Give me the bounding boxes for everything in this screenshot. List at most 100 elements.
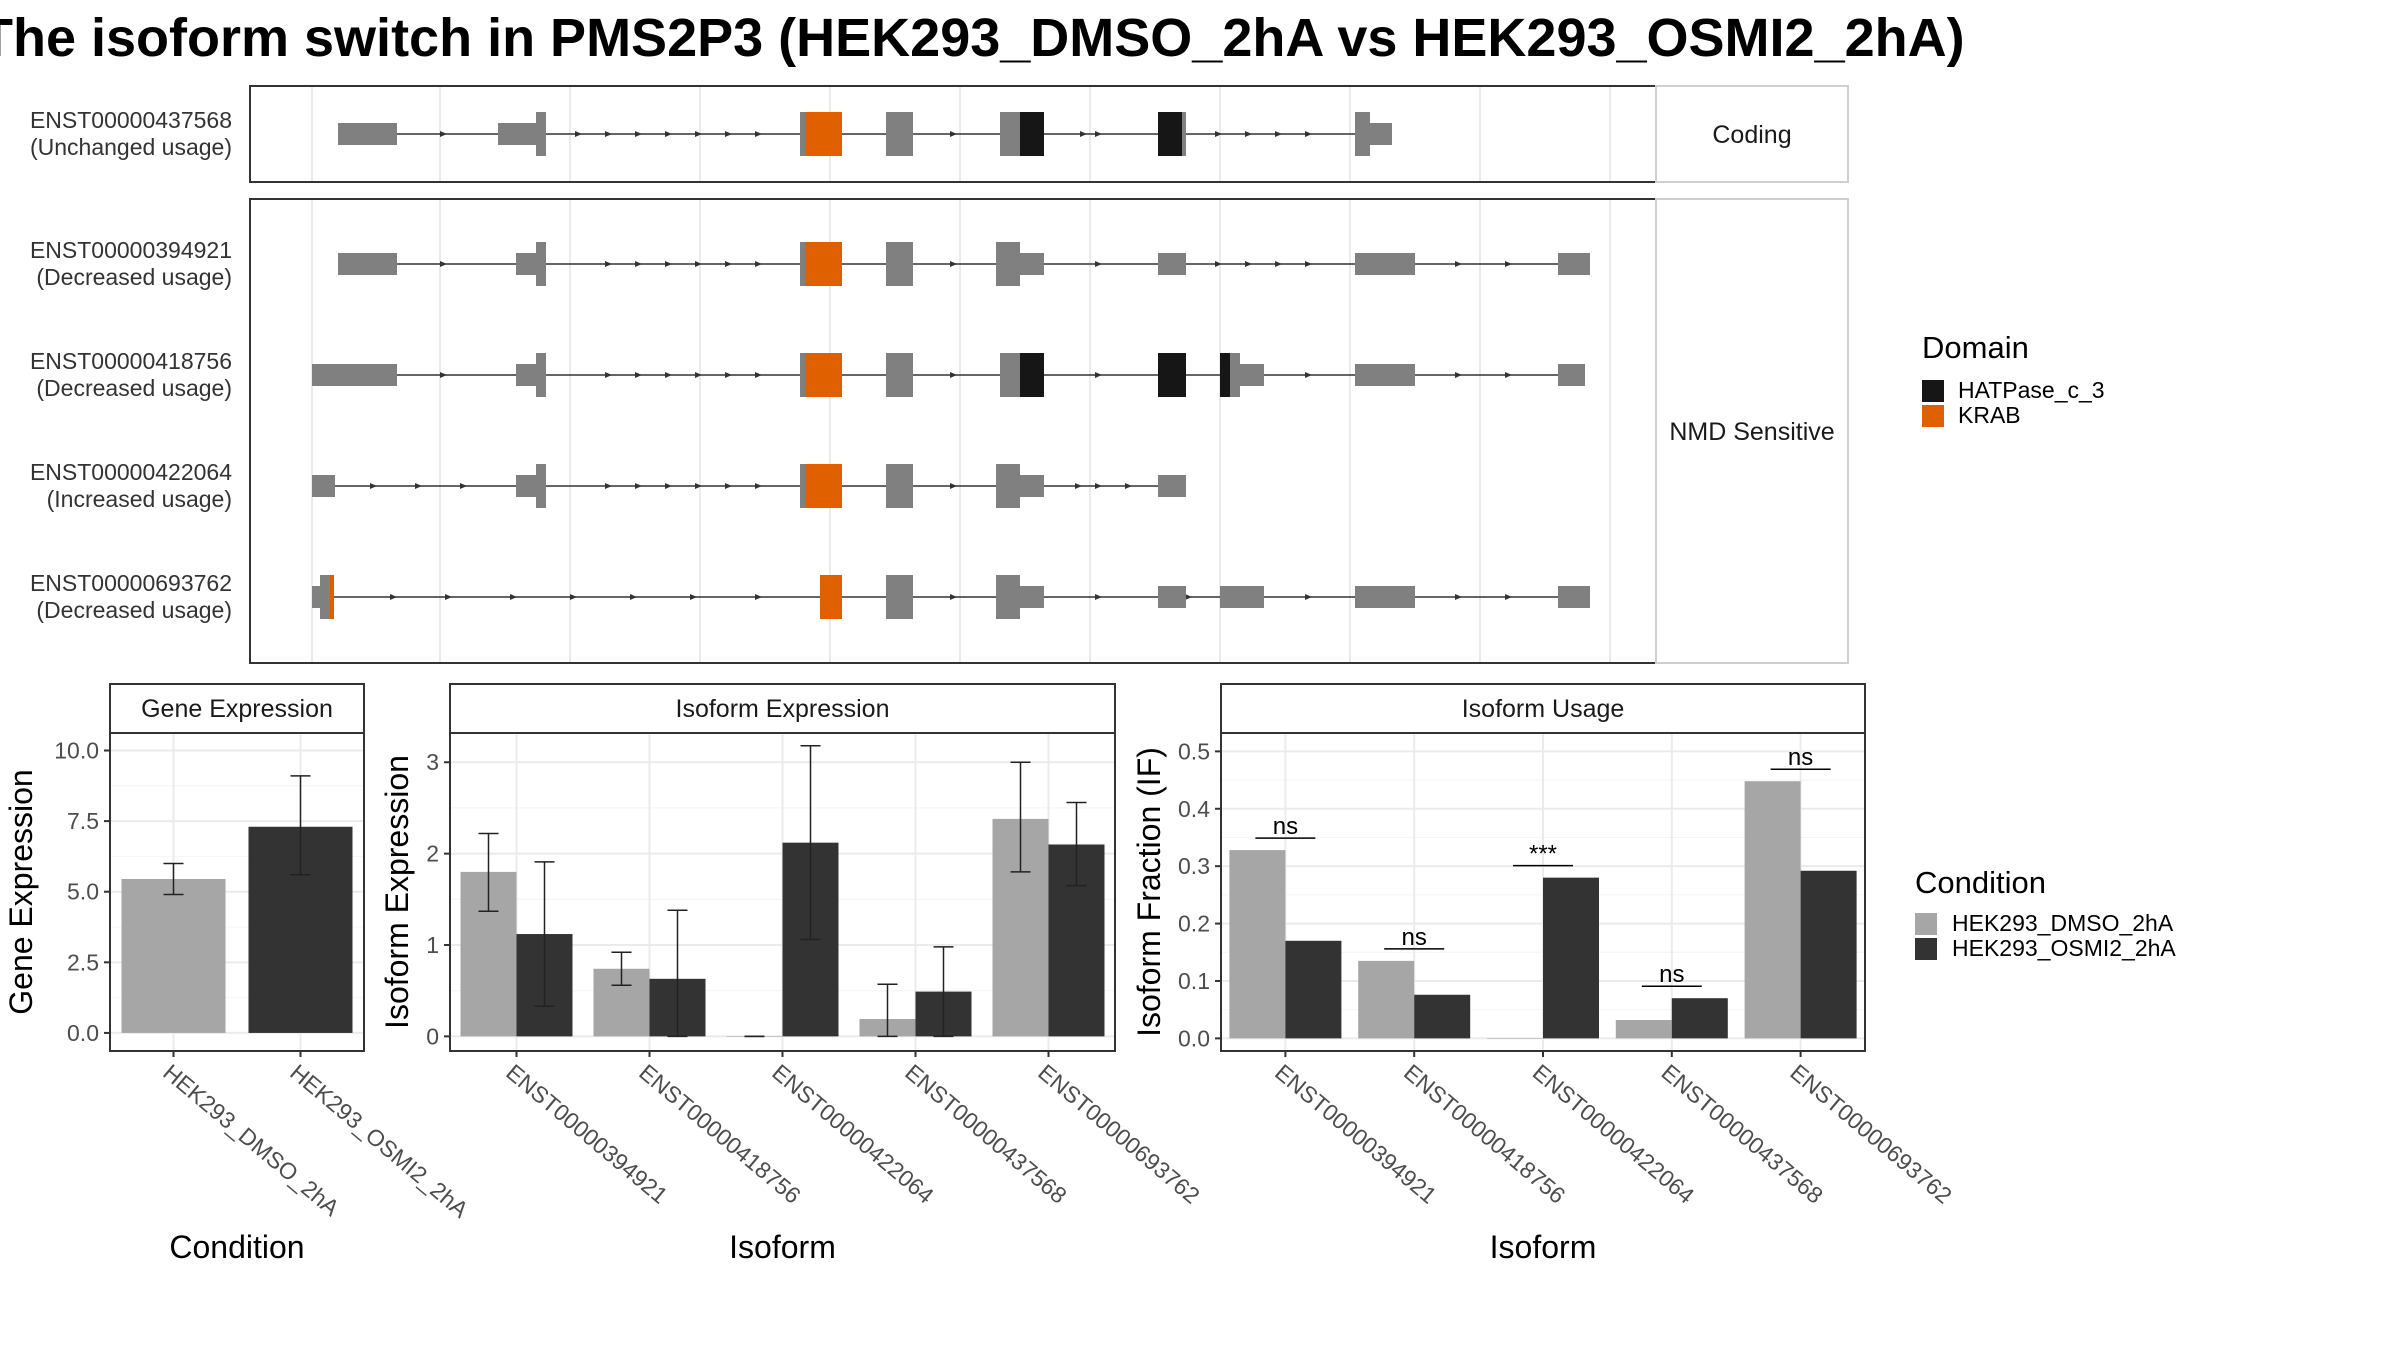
bar (1800, 870, 1857, 1039)
legend-title-domain: Domain (1922, 330, 2029, 365)
intron-arrow (635, 372, 642, 378)
intron-arrow (950, 372, 957, 378)
intron-arrow (605, 483, 612, 489)
intron-arrow (755, 261, 762, 267)
exon-block (800, 112, 805, 156)
intron-arrow (390, 594, 397, 600)
domain-block-krab (805, 353, 842, 397)
exon-block (516, 253, 536, 275)
domain-block-krab (820, 575, 842, 619)
intron-arrow (635, 131, 642, 137)
exon-block (886, 112, 891, 156)
significance-label: ns (1273, 813, 1298, 840)
exon-block (1020, 475, 1044, 497)
exon-block (1370, 123, 1392, 145)
exon-block (886, 353, 891, 397)
legend-title-condition: Condition (1915, 865, 2046, 900)
domain-block-hatpase_c_3 (1020, 353, 1044, 397)
transcript-id-label: ENST00000437568 (30, 107, 232, 133)
intron-arrow (665, 131, 672, 137)
legend-label: HATPase_c_3 (1958, 377, 2105, 403)
chart-strip (1220, 683, 1866, 734)
bar (1358, 960, 1415, 1039)
exon-block (536, 464, 546, 508)
intron-arrow (630, 594, 637, 600)
exon-block (1158, 586, 1186, 608)
exon-block (996, 575, 1020, 619)
intron-arrow (1215, 261, 1222, 267)
domain-block-hatpase_c_3 (1020, 112, 1044, 156)
exon-block (1355, 586, 1415, 608)
exon-block (498, 123, 536, 145)
facet-strip-nmd (1655, 198, 1849, 664)
intron-arrow (1125, 483, 1132, 489)
intron-arrow (1305, 594, 1312, 600)
intron-arrow (1095, 483, 1102, 489)
intron-arrow (605, 131, 612, 137)
legend-label: HEK293_DMSO_2hA (1952, 910, 2174, 936)
intron-arrow (510, 594, 517, 600)
intron-arrow (725, 131, 732, 137)
exon-block (1355, 364, 1415, 386)
intron-arrow (605, 372, 612, 378)
transcript-id-label: ENST00000422064 (30, 459, 232, 485)
exon-block (886, 575, 891, 619)
exon-block (800, 464, 805, 508)
intron-arrow (665, 372, 672, 378)
exon-block (1158, 475, 1186, 497)
domain-block-hatpase_c_3 (1158, 112, 1182, 156)
intron-arrow (570, 594, 577, 600)
exon-block (891, 112, 913, 156)
exon-block (1558, 253, 1590, 275)
exon-block (891, 464, 913, 508)
exon-block (320, 575, 330, 619)
intron-arrow (1305, 261, 1312, 267)
exon-block (891, 242, 913, 286)
transcript-usage-label: (Decreased usage) (36, 597, 232, 623)
intron-arrow (1505, 594, 1512, 600)
bar (1229, 850, 1286, 1039)
intron-arrow (695, 483, 702, 489)
transcript-usage-label: (Increased usage) (47, 486, 232, 512)
x-axis-title: Isoform (729, 1229, 836, 1265)
y-tick-label: 0.0 (1178, 1025, 1210, 1051)
exon-block (1020, 253, 1044, 275)
intron-arrow (460, 483, 467, 489)
intron-arrow (1275, 261, 1282, 267)
transcript-usage-label: (Decreased usage) (36, 375, 232, 401)
intron-arrow (725, 261, 732, 267)
exon-block (1182, 112, 1186, 156)
intron-arrow (415, 483, 422, 489)
chart-title: Gene Expression (141, 695, 333, 723)
intron-arrow (1305, 131, 1312, 137)
significance-label: ns (1788, 744, 1813, 771)
intron-arrow (665, 483, 672, 489)
domain-block-hatpase_c_3 (1220, 353, 1230, 397)
exon-block (996, 464, 1020, 508)
intron-arrow (440, 261, 447, 267)
exon-block (312, 475, 335, 497)
chart-title: Isoform Usage (1462, 695, 1625, 723)
bar (1671, 998, 1728, 1039)
chart-strip (109, 683, 365, 734)
bar (1414, 994, 1471, 1039)
intron-arrow (1505, 261, 1512, 267)
exon-block (312, 364, 397, 386)
intron-arrow (1505, 372, 1512, 378)
exon-block (891, 353, 913, 397)
intron-arrow (605, 261, 612, 267)
significance-label: *** (1529, 841, 1557, 868)
x-axis-title: Condition (169, 1229, 304, 1265)
intron-arrow (440, 131, 447, 137)
exon-block (1220, 586, 1264, 608)
intron-arrow (1095, 261, 1102, 267)
figure-title: The isoform switch in PMS2P3 (HEK293_DMS… (0, 8, 1965, 68)
y-tick-label: 2 (426, 841, 439, 867)
transcript-id-label: ENST00000693762 (30, 570, 232, 596)
exon-block (1558, 364, 1585, 386)
significance-label: ns (1659, 961, 1684, 988)
y-axis-title: Isoform Fraction (IF) (1131, 747, 1167, 1037)
intron-arrow (1095, 594, 1102, 600)
y-tick-label: 0.1 (1178, 968, 1210, 994)
